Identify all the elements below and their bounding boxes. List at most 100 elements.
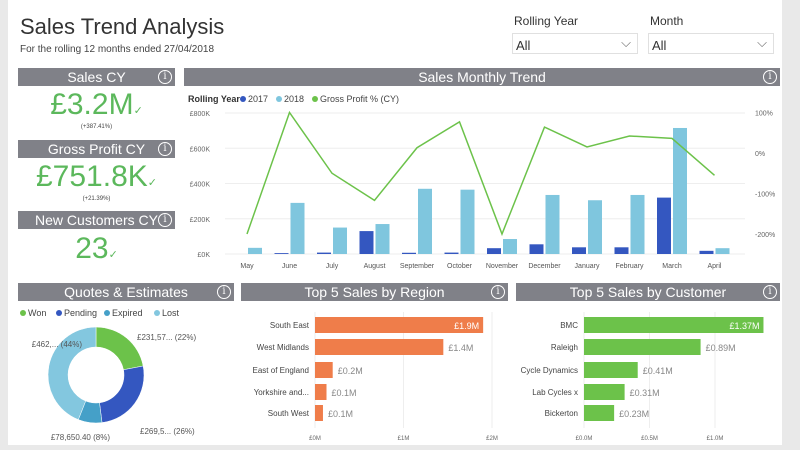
sales-cy-title: Sales CY: [67, 69, 126, 85]
info-icon[interactable]: i: [158, 142, 172, 156]
sales-cy-change: (+387.41%): [80, 124, 113, 130]
y2-tick-label: -200%: [755, 232, 775, 239]
legend-marker-Lost: [154, 310, 160, 316]
bar-2017-October: [444, 252, 459, 254]
data-label: £0.1M: [332, 388, 357, 398]
donut-label: £462,... (44%): [32, 340, 83, 349]
x-tick-label: March: [662, 263, 682, 270]
info-icon[interactable]: i: [217, 285, 231, 299]
legend-label: Gross Profit % (CY): [320, 94, 399, 104]
bar-West Midlands: [315, 339, 444, 355]
new-customers-value: 23✓: [75, 232, 118, 265]
bar-2017-April: [699, 250, 714, 254]
y-tick-label: £800K: [190, 111, 211, 118]
bar-2017-March: [657, 197, 671, 254]
category-label: East of England: [253, 366, 309, 375]
info-icon[interactable]: i: [158, 213, 172, 227]
category-label: Cycle Dynamics: [521, 366, 578, 375]
y2-tick-label: 100%: [755, 111, 773, 118]
bar-South West: [315, 405, 323, 421]
bar-BMC: [584, 317, 764, 333]
bar-2017-August: [359, 231, 374, 254]
y-tick-label: £0K: [198, 252, 211, 259]
bar-2018-February: [630, 194, 645, 254]
donut-label: £231,57... (22%): [137, 333, 196, 342]
info-icon[interactable]: i: [491, 285, 505, 299]
x-tick-label: November: [486, 263, 519, 270]
info-icon[interactable]: i: [763, 70, 777, 84]
page-title: Sales Trend Analysis: [20, 14, 225, 39]
x-tick-label: £2M: [486, 436, 498, 442]
data-label: £0.31M: [630, 388, 660, 398]
x-tick-label: £0M: [309, 436, 321, 442]
monthly-trend-title: Sales Monthly Trend: [418, 69, 546, 85]
bar-2018-December: [545, 194, 560, 254]
legend-marker-Expired: [104, 310, 110, 316]
legend-label: 2017: [248, 94, 268, 104]
customer-header: Top 5 Sales by Customer i: [516, 283, 780, 301]
gross-profit-title: Gross Profit CY: [47, 141, 146, 157]
legend-label: Lost: [162, 308, 180, 318]
bar-Yorkshire and...: [315, 384, 327, 400]
x-tick-label: August: [364, 263, 386, 270]
bar-2017-February: [614, 247, 629, 254]
x-tick-label: February: [615, 263, 644, 270]
data-label: £1.37M: [729, 321, 759, 331]
bar-2018-July: [333, 227, 347, 254]
donut-label: £269,5... (26%): [140, 427, 195, 436]
bar-2018-August: [375, 224, 390, 254]
x-tick-label: May: [240, 263, 254, 270]
new-customers-title: New Customers CY: [35, 212, 158, 228]
info-icon[interactable]: i: [763, 285, 777, 299]
sales-cy-value: £3.2M✓: [50, 88, 143, 121]
month-dropdown[interactable]: All ⌵: [648, 33, 774, 54]
bar-2018-January: [588, 200, 602, 254]
info-icon[interactable]: i: [158, 70, 172, 84]
bar-Lab Cycles x: [584, 384, 625, 400]
category-label: South East: [270, 321, 310, 330]
category-label: Lab Cycles x: [532, 388, 578, 397]
bar-South East: [315, 317, 484, 333]
new-customers-header: New Customers CY i: [18, 211, 175, 229]
gross-profit-line: [246, 110, 715, 237]
customer-title: Top 5 Sales by Customer: [569, 284, 727, 300]
x-tick-label: January: [575, 263, 600, 270]
rolling-year-label: Rolling Year: [514, 14, 579, 28]
category-label: Raleigh: [551, 343, 578, 352]
quotes-title: Quotes & Estimates: [64, 284, 188, 300]
category-label: Yorkshire and...: [254, 388, 309, 397]
legend-label: 2018: [284, 94, 304, 104]
bar-Raleigh: [584, 339, 701, 355]
bar-2017-June: [274, 253, 289, 254]
x-tick-label: June: [282, 263, 297, 270]
data-label: £0.89M: [706, 343, 736, 353]
legend-marker-Gross Profit % (CY): [312, 96, 318, 102]
legend-marker-Won: [20, 310, 26, 316]
y2-tick-label: 0%: [755, 151, 765, 158]
x-tick-label: £0.0M: [576, 436, 593, 442]
quotes-header: Quotes & Estimates i: [18, 283, 234, 301]
bar-Cycle Dynamics: [584, 362, 638, 378]
data-label: £0.41M: [643, 366, 673, 376]
x-tick-label: September: [400, 263, 435, 270]
x-tick-label: October: [447, 263, 473, 270]
donut-slice-Pending: [99, 365, 145, 423]
x-tick-label: £1.0M: [707, 436, 724, 442]
y-tick-label: £400K: [190, 182, 211, 189]
gross-profit-change: (+21.39%): [82, 196, 111, 202]
legend-title: Rolling Year: [188, 94, 240, 104]
bar-2018-November: [503, 239, 517, 254]
data-label: £0.1M: [328, 409, 353, 419]
category-label: West Midlands: [257, 343, 309, 352]
legend-label: Pending: [64, 308, 97, 318]
bar-2017-December: [529, 244, 544, 254]
bar-Bickerton: [584, 405, 615, 421]
rolling-year-dropdown[interactable]: All ⌵: [512, 33, 638, 54]
gross-profit-value: £751.8K✓: [36, 160, 157, 193]
data-label: £1.4M: [448, 343, 473, 353]
donut-slice-Lost: [47, 326, 97, 420]
legend-label: Expired: [112, 308, 143, 318]
category-label: BMC: [560, 321, 578, 330]
category-label: Bickerton: [545, 409, 578, 418]
